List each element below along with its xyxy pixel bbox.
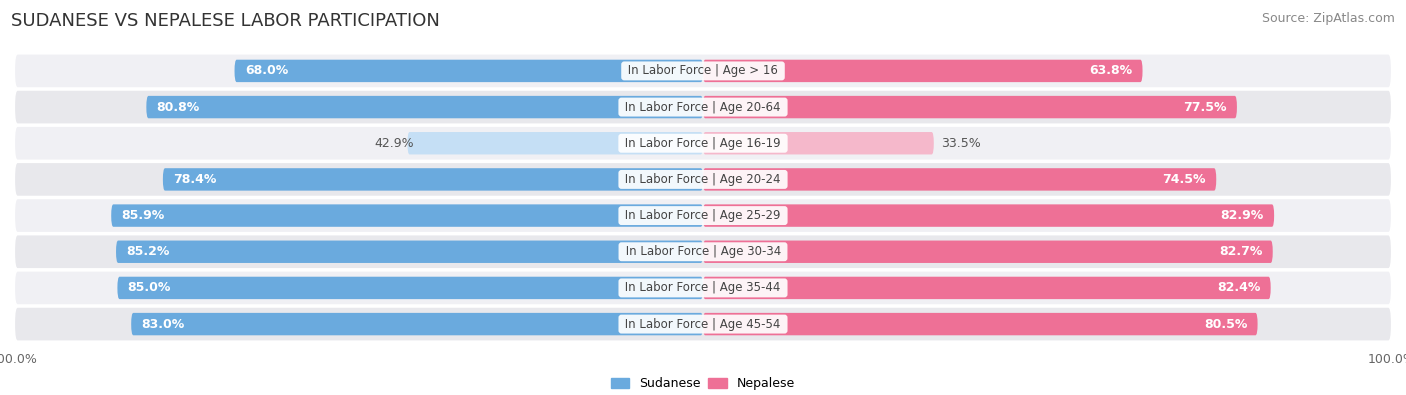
FancyBboxPatch shape	[408, 132, 703, 154]
Text: 83.0%: 83.0%	[142, 318, 184, 331]
FancyBboxPatch shape	[703, 60, 1143, 82]
Text: 78.4%: 78.4%	[173, 173, 217, 186]
FancyBboxPatch shape	[14, 54, 1392, 88]
Text: In Labor Force | Age 30-34: In Labor Force | Age 30-34	[621, 245, 785, 258]
Text: 77.5%: 77.5%	[1182, 101, 1226, 114]
FancyBboxPatch shape	[146, 96, 703, 118]
FancyBboxPatch shape	[703, 168, 1216, 191]
Text: 80.5%: 80.5%	[1204, 318, 1247, 331]
Text: 85.2%: 85.2%	[127, 245, 170, 258]
FancyBboxPatch shape	[14, 126, 1392, 161]
Text: Source: ZipAtlas.com: Source: ZipAtlas.com	[1261, 12, 1395, 25]
Text: In Labor Force | Age 16-19: In Labor Force | Age 16-19	[621, 137, 785, 150]
Text: 82.4%: 82.4%	[1218, 281, 1260, 294]
FancyBboxPatch shape	[14, 307, 1392, 341]
Text: In Labor Force | Age 20-24: In Labor Force | Age 20-24	[621, 173, 785, 186]
FancyBboxPatch shape	[111, 204, 703, 227]
FancyBboxPatch shape	[14, 271, 1392, 305]
Legend: Sudanese, Nepalese: Sudanese, Nepalese	[606, 372, 800, 395]
Text: In Labor Force | Age 20-64: In Labor Force | Age 20-64	[621, 101, 785, 114]
FancyBboxPatch shape	[163, 168, 703, 191]
Text: In Labor Force | Age 45-54: In Labor Force | Age 45-54	[621, 318, 785, 331]
FancyBboxPatch shape	[14, 234, 1392, 269]
FancyBboxPatch shape	[703, 96, 1237, 118]
Text: 85.0%: 85.0%	[128, 281, 172, 294]
FancyBboxPatch shape	[703, 313, 1257, 335]
FancyBboxPatch shape	[131, 313, 703, 335]
Text: 42.9%: 42.9%	[375, 137, 415, 150]
Text: In Labor Force | Age 35-44: In Labor Force | Age 35-44	[621, 281, 785, 294]
FancyBboxPatch shape	[703, 277, 1271, 299]
Text: 80.8%: 80.8%	[156, 101, 200, 114]
Text: SUDANESE VS NEPALESE LABOR PARTICIPATION: SUDANESE VS NEPALESE LABOR PARTICIPATION	[11, 12, 440, 30]
Text: 82.7%: 82.7%	[1219, 245, 1263, 258]
FancyBboxPatch shape	[14, 198, 1392, 233]
Text: 33.5%: 33.5%	[941, 137, 980, 150]
FancyBboxPatch shape	[117, 241, 703, 263]
FancyBboxPatch shape	[117, 277, 703, 299]
FancyBboxPatch shape	[14, 90, 1392, 124]
Text: 68.0%: 68.0%	[245, 64, 288, 77]
Text: 82.9%: 82.9%	[1220, 209, 1264, 222]
Text: In Labor Force | Age 25-29: In Labor Force | Age 25-29	[621, 209, 785, 222]
FancyBboxPatch shape	[703, 132, 934, 154]
Text: 85.9%: 85.9%	[121, 209, 165, 222]
FancyBboxPatch shape	[235, 60, 703, 82]
Text: 74.5%: 74.5%	[1163, 173, 1206, 186]
FancyBboxPatch shape	[703, 204, 1274, 227]
FancyBboxPatch shape	[703, 241, 1272, 263]
Text: In Labor Force | Age > 16: In Labor Force | Age > 16	[624, 64, 782, 77]
FancyBboxPatch shape	[14, 162, 1392, 197]
Text: 63.8%: 63.8%	[1090, 64, 1132, 77]
